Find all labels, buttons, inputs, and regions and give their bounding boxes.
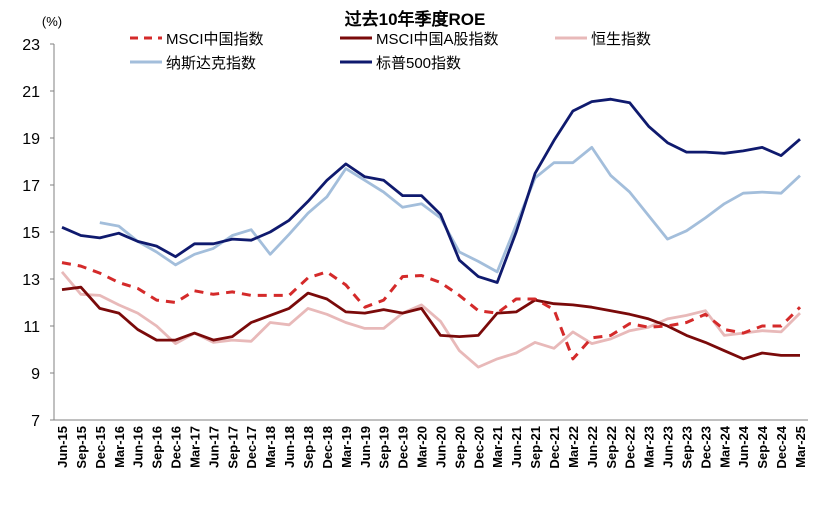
x-tick-label: Jun-24	[736, 425, 751, 468]
x-tick-label: Sep-22	[604, 426, 619, 469]
x-tick-label: Sep-17	[225, 426, 240, 469]
x-tick-label: Jun-23	[661, 426, 676, 468]
x-tick-label: Mar-20	[415, 426, 430, 468]
x-tick-label: Mar-16	[112, 426, 127, 468]
x-tick-label: Mar-24	[717, 425, 732, 468]
legend-item: MSCI中国A股指数	[340, 31, 499, 48]
x-tick-label: Mar-18	[263, 426, 278, 468]
legend-label: 纳斯达克指数	[166, 55, 256, 72]
x-tick-label: Jun-17	[206, 426, 221, 468]
chart-title: 过去10年季度ROE	[345, 9, 486, 29]
x-tick-label: Jun-18	[282, 426, 297, 468]
x-tick-label: Dec-21	[547, 426, 562, 469]
series-line-0	[61, 261, 802, 361]
x-tick-label: Jun-21	[509, 426, 524, 468]
x-tick-label: Sep-18	[301, 426, 316, 469]
y-tick-label: 23	[22, 37, 40, 54]
x-tick-label: Mar-17	[187, 426, 202, 468]
x-tick-label: Dec-19	[396, 426, 411, 469]
y-tick-label: 11	[23, 319, 40, 336]
legend-item: 纳斯达克指数	[130, 55, 256, 72]
x-tick-label: Dec-18	[320, 426, 335, 469]
x-tick-label: Mar-19	[339, 426, 354, 468]
legend-label: 标普500指数	[376, 55, 461, 72]
series-line-4	[61, 97, 801, 284]
y-tick-label: 9	[31, 366, 40, 383]
x-tick-label: Sep-16	[150, 426, 165, 469]
x-tick-label: Jun-15	[55, 426, 70, 468]
series-line-1	[61, 285, 800, 361]
x-tick-label: Sep-21	[528, 426, 543, 469]
y-tick-label: 15	[22, 225, 40, 242]
x-tick-label: Jun-22	[585, 426, 600, 468]
legend-item: MSCI中国指数	[130, 31, 264, 48]
x-tick-label: Mar-22	[566, 426, 581, 468]
x-tick-label: Sep-19	[377, 426, 392, 469]
x-tick-label: Jun-20	[433, 426, 448, 468]
x-tick-label: Sep-20	[452, 426, 467, 469]
legend-label: MSCI中国A股指数	[376, 31, 499, 48]
x-tick-label: Dec-20	[471, 426, 486, 469]
legend-item: 恒生指数	[555, 31, 651, 48]
series-line-3	[99, 146, 801, 274]
x-tick-label: Sep-23	[679, 426, 694, 469]
x-tick-label: Dec-23	[698, 426, 713, 469]
x-tick-label: Dec-17	[244, 426, 259, 469]
x-tick-label: Jun-16	[131, 426, 146, 468]
y-tick-label: 13	[22, 272, 40, 289]
x-tick-label: Dec-15	[93, 426, 108, 469]
x-tick-label: Dec-24	[774, 425, 789, 468]
legend-label: 恒生指数	[591, 31, 651, 48]
x-tick-label: Mar-23	[642, 426, 657, 468]
x-tick-label: Dec-16	[169, 426, 184, 469]
x-tick-label: Mar-25	[793, 426, 808, 468]
y-tick-label: 19	[22, 131, 40, 148]
y-tick-label: 7	[31, 413, 40, 430]
legend-label: MSCI中国指数	[166, 31, 264, 48]
x-tick-label: Sep-24	[755, 425, 770, 468]
x-tick-label: Sep-15	[74, 426, 89, 469]
x-tick-label: Dec-22	[623, 426, 638, 469]
y-tick-label: 21	[22, 84, 40, 101]
series-line-2	[60, 270, 801, 369]
y-axis-unit: (%)	[42, 14, 62, 29]
x-tick-label: Mar-21	[490, 426, 505, 468]
y-tick-label: 17	[22, 178, 40, 195]
legend-item: 标普500指数	[340, 55, 461, 72]
x-tick-label: Jun-19	[358, 426, 373, 468]
